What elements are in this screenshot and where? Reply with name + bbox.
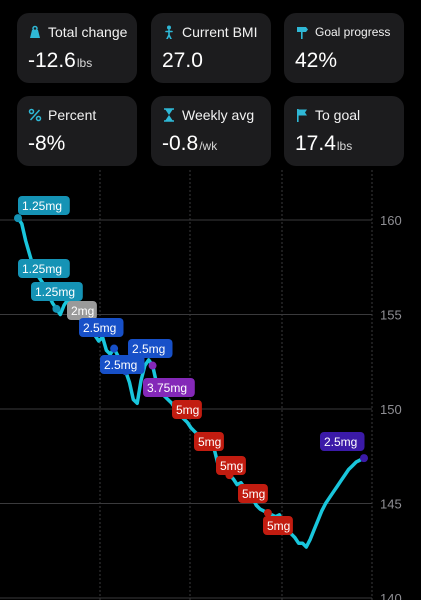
- card-weekly-avg[interactable]: Weekly avg -0.8/wk: [151, 96, 271, 166]
- scale-icon: [28, 25, 42, 39]
- dose-badge-bg: [143, 378, 195, 397]
- dose-marker: [52, 304, 61, 313]
- dose-badge: 5mg: [216, 456, 246, 475]
- y-tick-label: 150: [380, 402, 402, 417]
- card-total-change[interactable]: Total change -12.6lbs: [17, 13, 137, 83]
- card-label: Total change: [48, 24, 128, 40]
- weight-chart[interactable]: 160 155 150 145 140 1.25mg 1.25mg 1.25mg 2mg 2.5…: [0, 170, 421, 600]
- dose-badge: 1.25mg: [31, 282, 83, 301]
- dose-badge-text: 2.5mg: [83, 321, 116, 335]
- card-unit: /wk: [199, 139, 218, 153]
- percent-icon: [28, 108, 42, 122]
- y-tick-label: 140: [380, 591, 402, 600]
- flag-icon: [295, 108, 309, 122]
- dose-badge: 2.5mg: [320, 432, 365, 451]
- dose-marker: [14, 214, 22, 223]
- dose-badge-text: 5mg: [220, 459, 243, 473]
- card-value: 42%: [295, 49, 338, 72]
- y-tick-label: 160: [380, 213, 402, 228]
- dose-marker: [263, 508, 272, 517]
- card-label: Goal progress: [315, 25, 391, 39]
- dose-badge-bg: [172, 400, 202, 419]
- dose-badge-bg: [18, 259, 70, 278]
- card-label: To goal: [315, 107, 361, 123]
- card-value: -0.8: [162, 132, 199, 155]
- dose-badge-text: 1.25mg: [35, 285, 75, 299]
- dose-badge-text: 3.75mg: [147, 381, 187, 395]
- dose-badge-bg: [128, 339, 173, 358]
- dose-badge-text: 5mg: [267, 519, 290, 533]
- card-to-goal[interactable]: To goal 17.4lbs: [284, 96, 404, 166]
- card-value: 17.4: [295, 132, 336, 155]
- dose-badge: 5mg: [172, 400, 202, 419]
- card-label: Weekly avg: [182, 107, 255, 123]
- dose-badge: 1.25mg: [18, 259, 70, 278]
- y-tick-label: 155: [380, 308, 402, 323]
- dose-marker: [148, 361, 157, 370]
- card-value: -12.6: [28, 49, 76, 72]
- dose-badge-text: 2mg: [71, 304, 94, 318]
- dose-badge-bg: [79, 318, 124, 337]
- card-value: 27.0: [162, 49, 203, 72]
- dose-badge: 5mg: [194, 432, 224, 451]
- person-icon: [162, 25, 176, 40]
- dose-badge: 2.5mg: [79, 318, 124, 337]
- dose-badge-text: 2.5mg: [324, 435, 357, 449]
- card-unit: lbs: [76, 56, 93, 70]
- dose-badge: 5mg: [238, 484, 268, 503]
- dose-badge-bg: [18, 196, 70, 215]
- dose-badge-bg: [263, 516, 293, 535]
- card-label: Current BMI: [182, 24, 258, 40]
- dose-badge: 2.5mg: [128, 339, 173, 358]
- dose-badge-text: 5mg: [242, 487, 265, 501]
- card-unit: lbs: [336, 139, 353, 153]
- dose-badge: 1.25mg: [18, 196, 70, 215]
- card-current-bmi[interactable]: Current BMI 27.0: [151, 13, 271, 83]
- dose-badge-text: 1.25mg: [22, 262, 62, 276]
- dose-badge-bg: [67, 301, 97, 320]
- card-goal-progress[interactable]: Goal progress 42%: [284, 13, 404, 83]
- dose-badge-text: 1.25mg: [22, 199, 62, 213]
- dose-marker: [360, 454, 368, 463]
- y-tick-label: 145: [380, 497, 402, 512]
- dose-labels: 1.25mg 1.25mg 1.25mg 2mg 2.5mg 2.5mg 2.5mg 3.75…: [18, 196, 365, 535]
- hourglass-icon: [162, 108, 176, 122]
- dose-badge: 5mg: [263, 516, 293, 535]
- signpost-icon: [295, 25, 309, 39]
- dose-marker: [110, 344, 119, 353]
- dose-badge-text: 2.5mg: [132, 342, 165, 356]
- dose-badge-bg: [320, 432, 365, 451]
- dose-badge-text: 5mg: [176, 403, 199, 417]
- dose-badge-bg: [216, 456, 246, 475]
- dose-badge-bg: [194, 432, 224, 451]
- card-label: Percent: [48, 107, 97, 123]
- dose-badge-bg: [100, 355, 145, 374]
- dose-badge: 2.5mg: [100, 355, 145, 374]
- dose-badge-text: 2.5mg: [104, 358, 137, 372]
- card-value: -8%: [28, 132, 66, 155]
- dose-badge-text: 5mg: [198, 435, 221, 449]
- dose-badge-bg: [238, 484, 268, 503]
- y-axis-ticks: 160 155 150 145 140: [380, 213, 402, 600]
- dose-badge-bg: [31, 282, 83, 301]
- dose-badge: 2mg: [67, 301, 97, 320]
- dose-badge: 3.75mg: [143, 378, 195, 397]
- card-percent[interactable]: Percent -8%: [17, 96, 137, 166]
